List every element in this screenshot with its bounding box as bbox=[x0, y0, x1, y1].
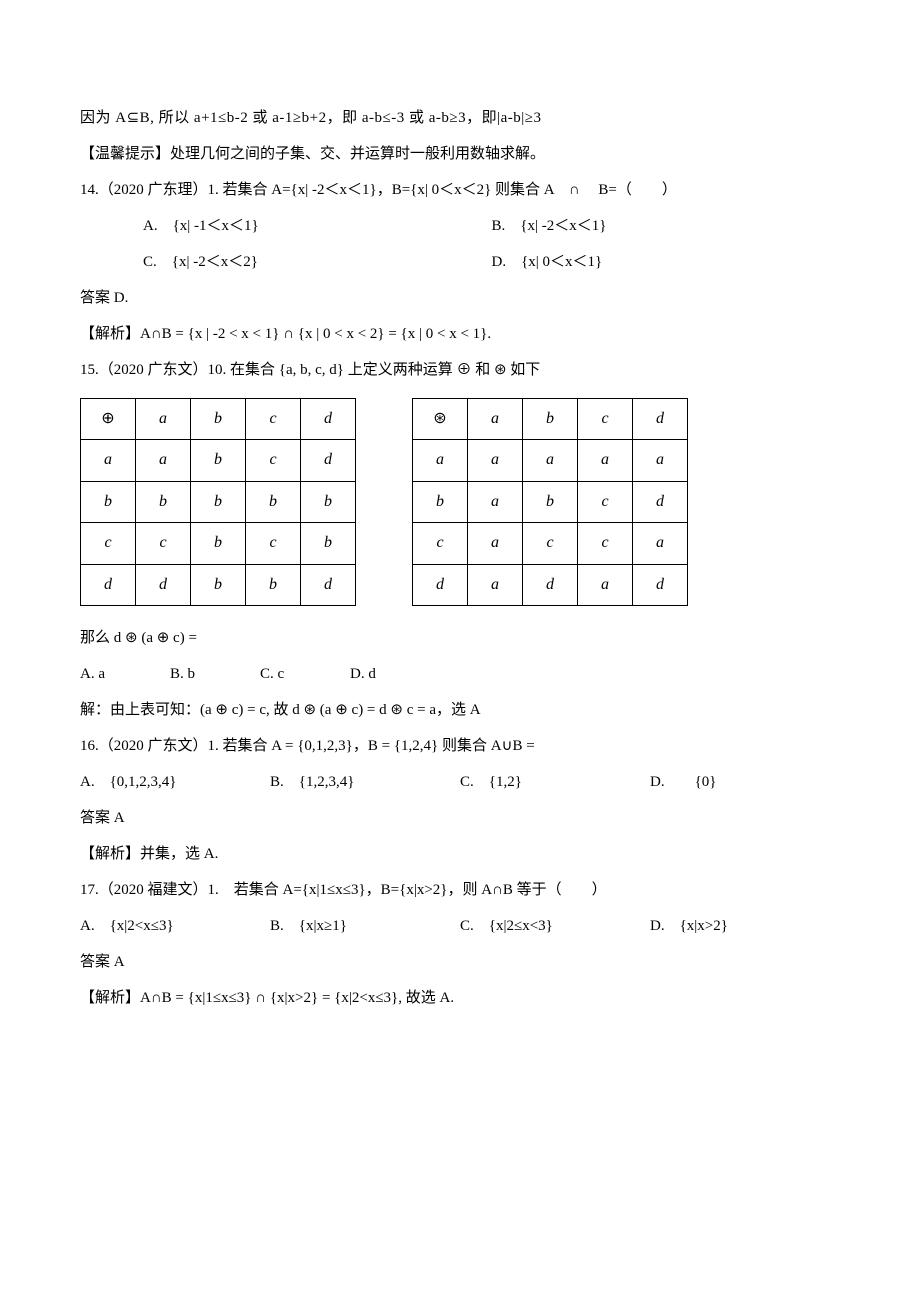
q15-explain: 解：由上表可知：(a ⊕ c) = c, 故 d ⊛ (a ⊕ c) = d ⊛… bbox=[80, 692, 840, 728]
table-header: c bbox=[578, 399, 633, 440]
table-cell: a bbox=[633, 440, 688, 481]
q15-ask: 那么 d ⊛ (a ⊕ c) = bbox=[80, 620, 840, 656]
q14-option-c: C. {x| -2＜x＜2} bbox=[143, 244, 492, 280]
q14-option-a: A. {x| -1＜x＜1} bbox=[143, 208, 492, 244]
table-header: d bbox=[301, 399, 356, 440]
table-cell: b bbox=[191, 481, 246, 522]
table-cell: b bbox=[81, 481, 136, 522]
table-header: a bbox=[136, 399, 191, 440]
intro-line: 因为 A⊆B, 所以 a+1≤b-2 或 a-1≥b+2，即 a-b≤-3 或 … bbox=[80, 100, 840, 136]
q14-options-row2: C. {x| -2＜x＜2} D. {x| 0＜x＜1} bbox=[80, 244, 840, 280]
table-cell: a bbox=[413, 440, 468, 481]
table-cell: a bbox=[81, 440, 136, 481]
table-cell: a bbox=[633, 523, 688, 564]
q16-option-a: A. {0,1,2,3,4} bbox=[80, 764, 270, 800]
table-cell: c bbox=[578, 523, 633, 564]
table-cell: d bbox=[301, 564, 356, 605]
table-cell: d bbox=[81, 564, 136, 605]
q16-options: A. {0,1,2,3,4} B. {1,2,3,4} C. {1,2} D. … bbox=[80, 764, 840, 800]
q14-option-d: D. {x| 0＜x＜1} bbox=[492, 244, 841, 280]
table-cell: a bbox=[468, 440, 523, 481]
table-cell: a bbox=[523, 440, 578, 481]
table-cell: b bbox=[136, 481, 191, 522]
table-cell: b bbox=[191, 564, 246, 605]
q16-option-c: C. {1,2} bbox=[460, 764, 650, 800]
table-cell: a bbox=[578, 440, 633, 481]
q15-option-c: C. c bbox=[260, 656, 350, 692]
table-cell: c bbox=[81, 523, 136, 564]
tip-line: 【温馨提示】处理几何之间的子集、交、并运算时一般利用数轴求解。 bbox=[80, 136, 840, 172]
table-cell: a bbox=[136, 440, 191, 481]
table-cell: d bbox=[301, 440, 356, 481]
table-cell: c bbox=[523, 523, 578, 564]
document-page: 因为 A⊆B, 所以 a+1≤b-2 或 a-1≥b+2，即 a-b≤-3 或 … bbox=[0, 0, 920, 1076]
table-cell: a bbox=[468, 523, 523, 564]
table-cell: c bbox=[413, 523, 468, 564]
table-cell: b bbox=[191, 440, 246, 481]
table-header-symbol: ⊛ bbox=[413, 399, 468, 440]
q17-option-c: C. {x|2≤x<3} bbox=[460, 908, 650, 944]
table-cell: b bbox=[246, 564, 301, 605]
table-header: b bbox=[191, 399, 246, 440]
table-cell: d bbox=[136, 564, 191, 605]
q17-explain: 【解析】A∩B = {x|1≤x≤3} ∩ {x|x>2} = {x|2<x≤3… bbox=[80, 980, 840, 1016]
q14-stem: 14.（2020 广东理）1. 若集合 A={x| -2＜x＜1}，B={x| … bbox=[80, 172, 840, 208]
q17-option-d: D. {x|x>2} bbox=[650, 908, 840, 944]
q14-option-b: B. {x| -2＜x＜1} bbox=[492, 208, 841, 244]
table-cell: d bbox=[633, 564, 688, 605]
q14-options-row1: A. {x| -1＜x＜1} B. {x| -2＜x＜1} bbox=[80, 208, 840, 244]
table-header: a bbox=[468, 399, 523, 440]
q16-answer: 答案 A bbox=[80, 800, 840, 836]
table-header: d bbox=[633, 399, 688, 440]
q16-option-d: D. {0} bbox=[650, 764, 840, 800]
table-header: c bbox=[246, 399, 301, 440]
table-cell: b bbox=[191, 523, 246, 564]
table-cell: a bbox=[578, 564, 633, 605]
q15-tables: ⊕ a b c d a a b c d b b b b b c bbox=[80, 398, 840, 606]
table-cell: d bbox=[523, 564, 578, 605]
q17-option-b: B. {x|x≥1} bbox=[270, 908, 460, 944]
q15-option-b: B. b bbox=[170, 656, 260, 692]
q15-option-a: A. a bbox=[80, 656, 170, 692]
q17-stem: 17.（2020 福建文）1. 若集合 A={x|1≤x≤3}，B={x|x>2… bbox=[80, 872, 840, 908]
q17-option-a: A. {x|2<x≤3} bbox=[80, 908, 270, 944]
q16-explain: 【解析】并集，选 A. bbox=[80, 836, 840, 872]
table-cell: c bbox=[578, 481, 633, 522]
table-cell: a bbox=[468, 481, 523, 522]
table-cell: b bbox=[246, 481, 301, 522]
q14-answer: 答案 D. bbox=[80, 280, 840, 316]
table-cell: c bbox=[136, 523, 191, 564]
table-cell: a bbox=[468, 564, 523, 605]
q14-explain: 【解析】A∩B = {x | -2 < x < 1} ∩ {x | 0 < x … bbox=[80, 316, 840, 352]
table-cell: b bbox=[301, 481, 356, 522]
table-cell: b bbox=[301, 523, 356, 564]
q15-table-plus: ⊕ a b c d a a b c d b b b b b c bbox=[80, 398, 356, 606]
q16-stem: 16.（2020 广东文）1. 若集合 A = {0,1,2,3}，B = {1… bbox=[80, 728, 840, 764]
q15-table-star: ⊛ a b c d a a a a a b a b c d c bbox=[412, 398, 688, 606]
table-cell: d bbox=[413, 564, 468, 605]
table-cell: c bbox=[246, 440, 301, 481]
q15-option-d: D. d bbox=[350, 656, 440, 692]
q15-options: A. a B. b C. c D. d bbox=[80, 656, 440, 692]
table-header-symbol: ⊕ bbox=[81, 399, 136, 440]
table-cell: b bbox=[523, 481, 578, 522]
q16-option-b: B. {1,2,3,4} bbox=[270, 764, 460, 800]
q15-stem: 15.（2020 广东文）10. 在集合 {a, b, c, d} 上定义两种运… bbox=[80, 352, 840, 388]
table-cell: b bbox=[413, 481, 468, 522]
table-cell: c bbox=[246, 523, 301, 564]
q17-options: A. {x|2<x≤3} B. {x|x≥1} C. {x|2≤x<3} D. … bbox=[80, 908, 840, 944]
table-header: b bbox=[523, 399, 578, 440]
q17-answer: 答案 A bbox=[80, 944, 840, 980]
table-cell: d bbox=[633, 481, 688, 522]
